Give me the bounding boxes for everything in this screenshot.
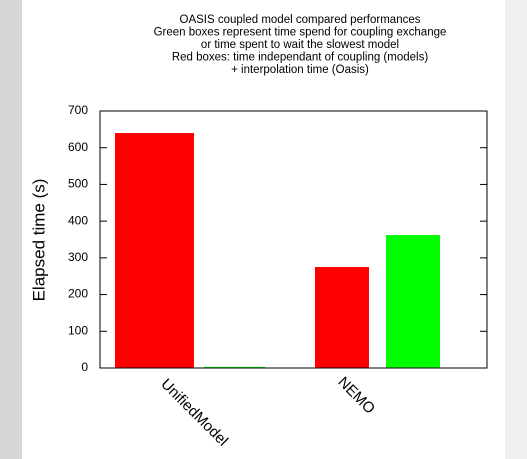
y-tick-label: 400 xyxy=(68,213,88,227)
bar xyxy=(386,235,440,368)
chart-title: Red boxes: time independant of coupling … xyxy=(172,52,429,64)
bar xyxy=(204,366,265,368)
plot-frame xyxy=(99,110,488,369)
y-tick-label: 0 xyxy=(81,360,88,374)
y-tick-label: 300 xyxy=(68,250,88,264)
chart-title: OASIS coupled model compared performance… xyxy=(180,14,421,26)
y-tick-label: 700 xyxy=(68,103,88,117)
chart-title: Green boxes represent time spend for cou… xyxy=(154,27,447,39)
y-tick-label: 200 xyxy=(68,287,88,301)
y-tick-label: 100 xyxy=(68,323,88,337)
panel xyxy=(22,0,505,459)
y-tick-label: 600 xyxy=(68,140,88,154)
bar xyxy=(315,267,369,368)
chart-title: or time spent to wait the slowest model xyxy=(201,39,399,51)
bar xyxy=(115,133,194,368)
y-tick-label: 500 xyxy=(68,177,88,191)
chart-title: + interpolation time (Oasis) xyxy=(231,64,369,76)
y-axis-label: Elapsed time (s) xyxy=(29,179,48,302)
